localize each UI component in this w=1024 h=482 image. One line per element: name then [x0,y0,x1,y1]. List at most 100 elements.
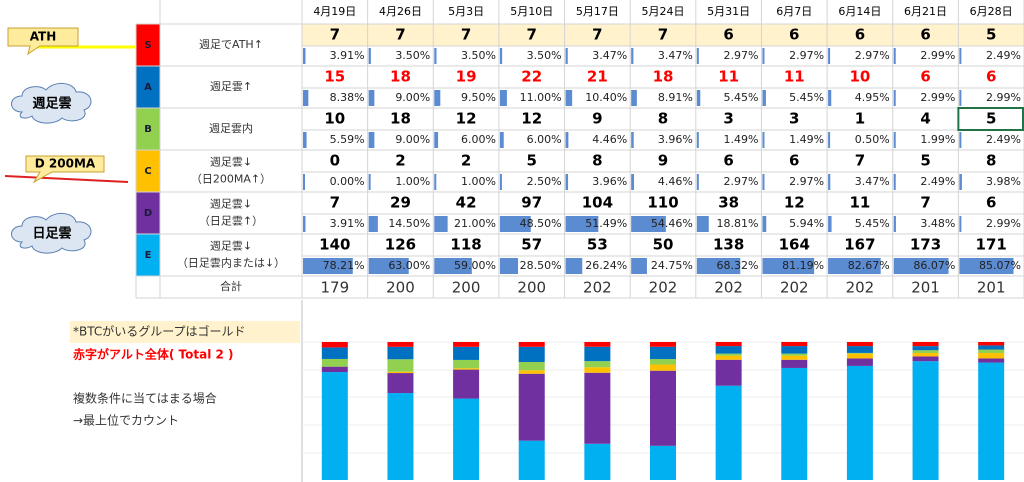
total: 202 [583,279,612,297]
count: 7 [920,194,930,212]
group-letter: A [144,82,152,93]
percent: 2.97% [855,49,890,62]
count: 8 [986,152,996,170]
data-bar [631,132,634,148]
stack-segment [453,369,480,399]
count: 6 [789,152,799,170]
data-bar [303,48,306,64]
data-bar [631,258,647,274]
stack-segment [846,365,873,480]
stack-segment [978,358,1005,363]
count: 9 [592,110,602,128]
data-bar [959,48,962,64]
stack-segment [978,345,1005,350]
total: 201 [977,279,1006,297]
stack-segment [518,346,545,363]
percent: 3.47% [658,49,693,62]
data-bar [893,90,896,106]
date-header: 6月21日 [904,5,947,18]
callout-weekly-cloud: 週足雲 [11,83,92,124]
group-label: （日足雲↑） [199,215,263,228]
date-header: 6月14日 [838,5,881,18]
percent: 81.19% [782,259,824,272]
data-bar [631,174,635,190]
stack-segment [321,347,348,359]
data-bar [368,174,371,190]
data-bar [696,174,699,190]
data-bar [696,216,709,232]
stack-segment [584,341,611,347]
stack-segment [912,346,939,351]
percent: 2.99% [920,49,955,62]
stack-segment [781,359,808,368]
data-bar [762,216,767,232]
stack-segment [978,341,1005,346]
date-header: 5月31日 [707,5,750,18]
percent: 5.59% [330,133,365,146]
group-letter-cell [136,66,160,108]
count: 7 [330,194,340,212]
stack-segment [912,361,939,480]
count: 5 [527,152,537,170]
stack-segment [387,346,414,360]
group-label: 週足雲↓ [210,156,252,169]
percent: 5.45% [724,91,759,104]
callout-daily-cloud: 日足雲 [11,213,92,254]
percent: 2.49% [986,133,1021,146]
count: 12 [456,110,477,128]
count: 5 [920,152,930,170]
data-bar [434,216,448,232]
callout-box [25,155,105,184]
count: 6 [723,26,733,44]
count: 10 [324,110,345,128]
count: 6 [789,26,799,44]
stack-segment [978,349,1005,353]
data-bar [499,90,507,106]
count: 10 [849,68,870,86]
count: 18 [390,110,411,128]
percent: 6.00% [461,133,496,146]
stack-segment [321,366,348,373]
group-letter: S [144,40,151,51]
group-letter: B [144,124,152,135]
data-bar [434,132,439,148]
data-bar [303,132,307,148]
count: 29 [390,194,411,212]
data-bar [828,174,831,190]
stack-segment [584,443,611,480]
percent: 2.50% [527,175,562,188]
stack-segment [453,398,480,480]
data-bar [434,258,472,274]
percent: 3.48% [920,217,955,230]
percent: 2.49% [986,49,1021,62]
percent: 2.97% [724,49,759,62]
count: 22 [521,68,542,86]
stack-segment [650,370,676,446]
percent: 21.00% [454,217,496,230]
group-letter-cell [136,234,160,276]
stack-segment [387,393,414,480]
percent: 1.49% [724,133,759,146]
data-bar [762,258,815,274]
count: 50 [653,236,674,254]
total: 202 [714,279,743,297]
percent: 54.46% [651,217,693,230]
count: 7 [527,26,537,44]
percent: 3.96% [658,133,693,146]
data-bar [893,216,896,232]
data-bar [565,48,568,64]
data-bar [303,216,306,232]
percent: 9.00% [395,91,430,104]
data-bar [368,90,375,106]
count: 19 [456,68,477,86]
date-header: 5月3日 [448,5,484,18]
count: 6 [920,26,930,44]
data-bar [368,48,371,64]
stack-segment [321,342,348,348]
percent: 68.32% [717,259,759,272]
group-label: （日200MA↑） [191,173,271,186]
count: 53 [587,236,608,254]
data-bar [631,90,637,106]
callout-text: 日足雲 [32,226,71,242]
data-bar [368,216,378,232]
